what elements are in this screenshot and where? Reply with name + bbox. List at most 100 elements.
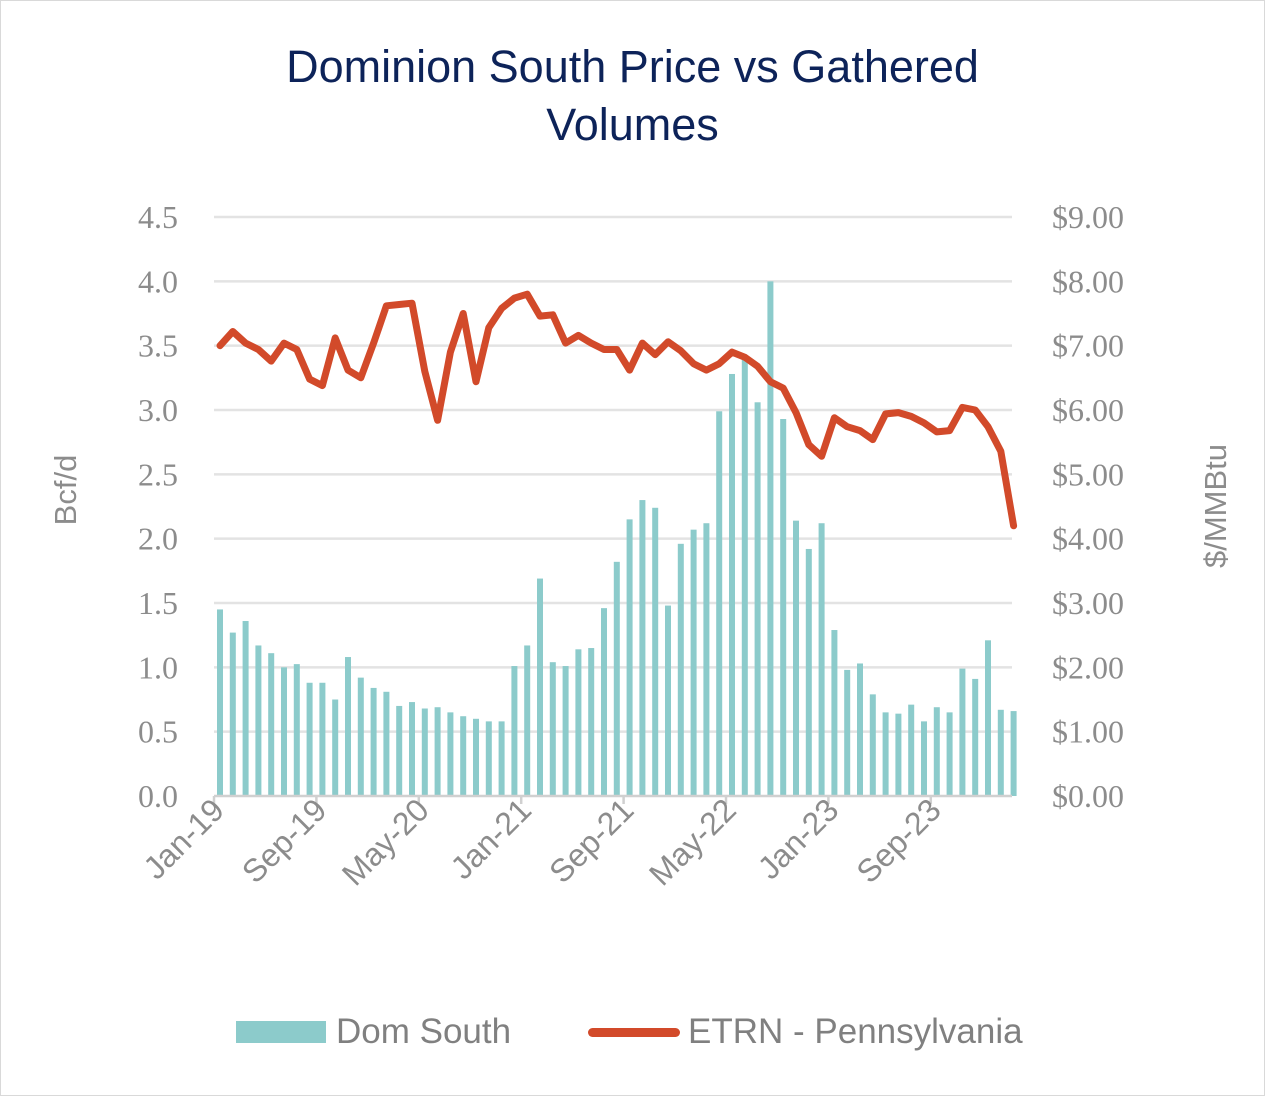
- bar-dom-south: [319, 682, 326, 796]
- bar-dom-south: [345, 657, 351, 796]
- right-tick-label: $7.00: [1052, 328, 1124, 364]
- bar-dom-south: [665, 605, 671, 796]
- bar-dom-south: [396, 705, 403, 796]
- bar-dom-south: [473, 718, 479, 796]
- bar-dom-south: [690, 529, 697, 796]
- bar-dom-south: [729, 373, 735, 796]
- bar-dom-south: [332, 699, 339, 796]
- bar-dom-south: [857, 663, 863, 796]
- bar-dom-south: [434, 707, 441, 796]
- right-tick-label: $1.00: [1052, 714, 1124, 750]
- bar-dom-south: [601, 608, 607, 796]
- x-tick-label: Jan-21: [444, 791, 539, 886]
- left-axis-ticks: 0.0 0.5 1.0 1.5 2.0 2.5 3.0 3.5 4.0 4.5: [138, 199, 178, 814]
- chart-title: Dominion South Price vs Gathered Volumes: [0, 38, 1265, 154]
- bar-dom-south: [357, 677, 364, 796]
- bar-dom-south: [460, 716, 467, 796]
- bar-dom-south: [383, 691, 390, 796]
- bar-dom-south: [805, 548, 812, 796]
- bar-dom-south: [844, 669, 851, 796]
- bar-dom-south: [908, 704, 915, 796]
- bar-dom-south: [895, 713, 902, 796]
- bar-series-dom-south: [217, 281, 1017, 796]
- bar-dom-south: [767, 281, 774, 796]
- bar-dom-south: [677, 543, 684, 796]
- left-tick-label: 4.5: [138, 199, 178, 235]
- x-tick-label: Sep-19: [235, 791, 333, 889]
- bar-dom-south: [997, 709, 1004, 796]
- bar-dom-south: [933, 707, 940, 796]
- bar-dom-south: [370, 687, 377, 796]
- legend-item-dom-south[interactable]: Dom South: [236, 1008, 511, 1056]
- right-tick-label: $2.00: [1052, 649, 1124, 685]
- bar-dom-south: [281, 667, 287, 796]
- bar-dom-south: [255, 645, 262, 796]
- x-tick-label: Sep-21: [542, 791, 640, 889]
- bar-dom-south: [421, 708, 428, 796]
- bar-dom-south: [268, 653, 275, 796]
- bar-dom-south: [818, 523, 825, 796]
- bar-dom-south: [985, 640, 991, 796]
- bar-dom-south: [293, 664, 300, 796]
- gridlines: [214, 215, 1012, 733]
- legend-swatch-line: [588, 1027, 680, 1037]
- bar-dom-south: [498, 721, 505, 796]
- bar-dom-south: [409, 702, 415, 796]
- bar-dom-south: [447, 712, 454, 796]
- chart-title-line-2: Volumes: [546, 99, 719, 150]
- line-series-etrn-pennsylvania: [216, 290, 1018, 530]
- bar-dom-south: [703, 523, 710, 796]
- bar-dom-south: [524, 645, 531, 796]
- bar-dom-south: [652, 507, 659, 796]
- left-tick-label: 1.5: [138, 585, 178, 621]
- legend-item-etrn-pennsylvania[interactable]: ETRN - Pennsylvania: [588, 1008, 1023, 1056]
- bar-dom-south: [921, 721, 927, 796]
- bar-dom-south: [588, 648, 595, 796]
- bar-dom-south: [511, 666, 518, 796]
- bar-dom-south: [626, 519, 633, 796]
- left-tick-label: 4.0: [138, 263, 178, 299]
- bar-dom-south: [754, 402, 761, 796]
- bar-dom-south: [575, 649, 582, 796]
- chart-title-line-1: Dominion South Price vs Gathered: [286, 41, 979, 92]
- bar-dom-south: [242, 621, 249, 796]
- bar-dom-south: [229, 632, 236, 796]
- left-axis-title: Bcf/d: [48, 455, 83, 526]
- right-tick-label: $5.00: [1052, 456, 1124, 492]
- bar-dom-south: [1010, 711, 1017, 796]
- bar-dom-south: [537, 578, 543, 796]
- right-axis-title: $/MMBtu: [1198, 444, 1233, 568]
- bar-dom-south: [613, 561, 620, 796]
- bar-dom-south: [639, 500, 646, 796]
- legend-label-dom-south: Dom South: [336, 1012, 512, 1051]
- bar-dom-south: [306, 682, 313, 796]
- bar-dom-south: [549, 662, 556, 796]
- bar-dom-south: [780, 419, 787, 796]
- bar-dom-south: [946, 712, 953, 796]
- bar-dom-south: [793, 520, 799, 796]
- bar-dom-south: [716, 411, 723, 796]
- legend-label-etrn-pennsylvania: ETRN - Pennsylvania: [688, 1012, 1023, 1051]
- right-axis-ticks: $0.00 $1.00 $2.00 $3.00 $4.00 $5.00 $6.00 $7.00…: [1052, 199, 1124, 814]
- bar-dom-south: [217, 609, 223, 796]
- right-tick-label: $8.00: [1052, 263, 1124, 299]
- x-axis: [212, 794, 1012, 804]
- legend-swatch-bar: [236, 1021, 326, 1043]
- right-tick-label: $4.00: [1052, 521, 1124, 557]
- bar-dom-south: [959, 668, 966, 796]
- bar-dom-south: [869, 694, 876, 796]
- bar-dom-south: [485, 721, 492, 796]
- bar-dom-south: [562, 666, 569, 796]
- left-tick-label: 2.5: [138, 456, 178, 492]
- x-tick-label: May-20: [335, 791, 436, 892]
- line-etrn-pennsylvania: [216, 290, 1018, 530]
- left-tick-label: 2.0: [138, 521, 178, 557]
- left-tick-label: 0.5: [138, 714, 178, 750]
- left-tick-label: 1.0: [138, 649, 178, 685]
- bar-dom-south: [831, 630, 838, 796]
- bar-dom-south: [741, 358, 748, 796]
- right-tick-label: $9.00: [1052, 199, 1124, 235]
- x-axis-ticks: Jan-19 Sep-19 May-20 Jan-21 Sep-21 May-22 Jan-…: [136, 791, 947, 892]
- bar-dom-south: [882, 712, 889, 796]
